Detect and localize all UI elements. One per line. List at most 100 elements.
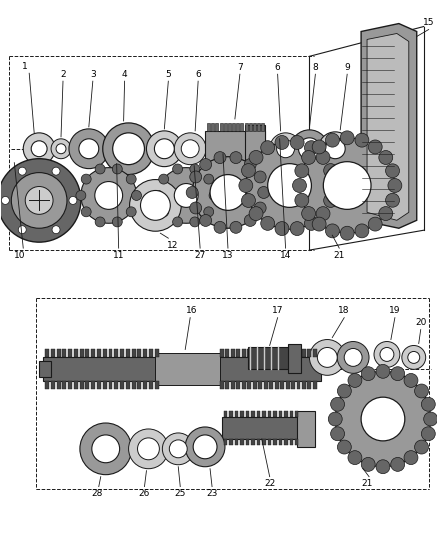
Text: 2: 2 (60, 70, 66, 79)
Circle shape (113, 133, 145, 165)
FancyBboxPatch shape (240, 123, 244, 131)
Circle shape (254, 202, 266, 214)
Circle shape (325, 224, 339, 238)
Text: 21: 21 (361, 479, 373, 488)
FancyBboxPatch shape (39, 361, 51, 377)
Circle shape (69, 197, 77, 204)
FancyBboxPatch shape (149, 381, 153, 389)
Text: 8: 8 (312, 63, 318, 72)
FancyBboxPatch shape (45, 350, 49, 358)
FancyBboxPatch shape (224, 123, 227, 131)
Circle shape (380, 348, 394, 361)
FancyBboxPatch shape (261, 123, 264, 131)
Circle shape (379, 150, 393, 165)
Text: 5: 5 (166, 70, 171, 79)
FancyBboxPatch shape (253, 381, 257, 389)
Circle shape (325, 139, 345, 159)
FancyBboxPatch shape (228, 123, 231, 131)
FancyBboxPatch shape (280, 350, 284, 358)
FancyBboxPatch shape (245, 125, 265, 173)
Circle shape (304, 141, 318, 155)
FancyBboxPatch shape (295, 411, 298, 417)
FancyBboxPatch shape (302, 350, 306, 358)
Circle shape (275, 135, 289, 149)
FancyBboxPatch shape (231, 381, 235, 389)
Circle shape (23, 133, 55, 165)
Circle shape (275, 222, 289, 236)
Circle shape (302, 207, 315, 221)
Circle shape (81, 168, 137, 223)
FancyBboxPatch shape (237, 381, 240, 389)
FancyBboxPatch shape (247, 350, 251, 358)
FancyBboxPatch shape (97, 381, 101, 389)
FancyBboxPatch shape (264, 381, 268, 389)
Circle shape (186, 187, 198, 198)
Circle shape (210, 175, 246, 211)
Text: 9: 9 (344, 63, 350, 72)
Circle shape (391, 367, 405, 381)
Circle shape (277, 140, 294, 158)
FancyBboxPatch shape (97, 350, 101, 358)
FancyBboxPatch shape (240, 439, 244, 445)
FancyBboxPatch shape (131, 381, 135, 389)
Circle shape (376, 460, 390, 474)
Circle shape (81, 207, 91, 217)
Circle shape (214, 151, 226, 164)
Circle shape (312, 140, 326, 154)
Text: 19: 19 (389, 306, 401, 315)
Circle shape (295, 193, 309, 207)
Circle shape (344, 349, 362, 366)
FancyBboxPatch shape (222, 417, 301, 439)
Circle shape (159, 207, 169, 217)
FancyBboxPatch shape (220, 350, 224, 358)
FancyBboxPatch shape (91, 350, 95, 358)
FancyBboxPatch shape (288, 343, 301, 373)
Circle shape (415, 384, 428, 398)
FancyBboxPatch shape (155, 353, 220, 385)
Circle shape (261, 216, 275, 230)
Circle shape (361, 367, 375, 381)
Circle shape (402, 345, 426, 369)
Circle shape (126, 174, 136, 184)
Circle shape (355, 224, 369, 238)
Circle shape (159, 168, 214, 223)
Circle shape (298, 138, 320, 160)
Circle shape (254, 171, 266, 183)
FancyBboxPatch shape (114, 381, 118, 389)
Circle shape (388, 179, 402, 192)
Circle shape (126, 207, 136, 217)
FancyBboxPatch shape (269, 381, 273, 389)
FancyBboxPatch shape (297, 350, 300, 358)
FancyBboxPatch shape (235, 439, 238, 445)
FancyBboxPatch shape (155, 350, 159, 358)
FancyBboxPatch shape (284, 439, 288, 445)
FancyBboxPatch shape (279, 439, 282, 445)
Circle shape (368, 217, 382, 231)
FancyBboxPatch shape (257, 123, 260, 131)
FancyBboxPatch shape (302, 381, 306, 389)
Circle shape (290, 222, 304, 236)
FancyBboxPatch shape (253, 350, 257, 358)
Circle shape (131, 190, 141, 200)
Circle shape (328, 412, 342, 426)
FancyBboxPatch shape (290, 411, 293, 417)
Circle shape (209, 190, 219, 200)
Circle shape (76, 190, 86, 200)
Circle shape (355, 133, 369, 147)
Circle shape (270, 133, 301, 165)
Circle shape (80, 423, 131, 475)
Circle shape (318, 348, 337, 367)
Circle shape (170, 440, 187, 458)
Circle shape (249, 150, 263, 164)
Circle shape (241, 164, 255, 177)
Circle shape (293, 179, 307, 192)
Circle shape (141, 190, 170, 220)
Circle shape (325, 133, 339, 147)
FancyBboxPatch shape (74, 350, 78, 358)
Circle shape (18, 225, 26, 233)
FancyBboxPatch shape (224, 411, 227, 417)
Circle shape (18, 167, 26, 175)
FancyBboxPatch shape (286, 381, 290, 389)
Circle shape (0, 159, 81, 242)
Circle shape (190, 164, 200, 174)
